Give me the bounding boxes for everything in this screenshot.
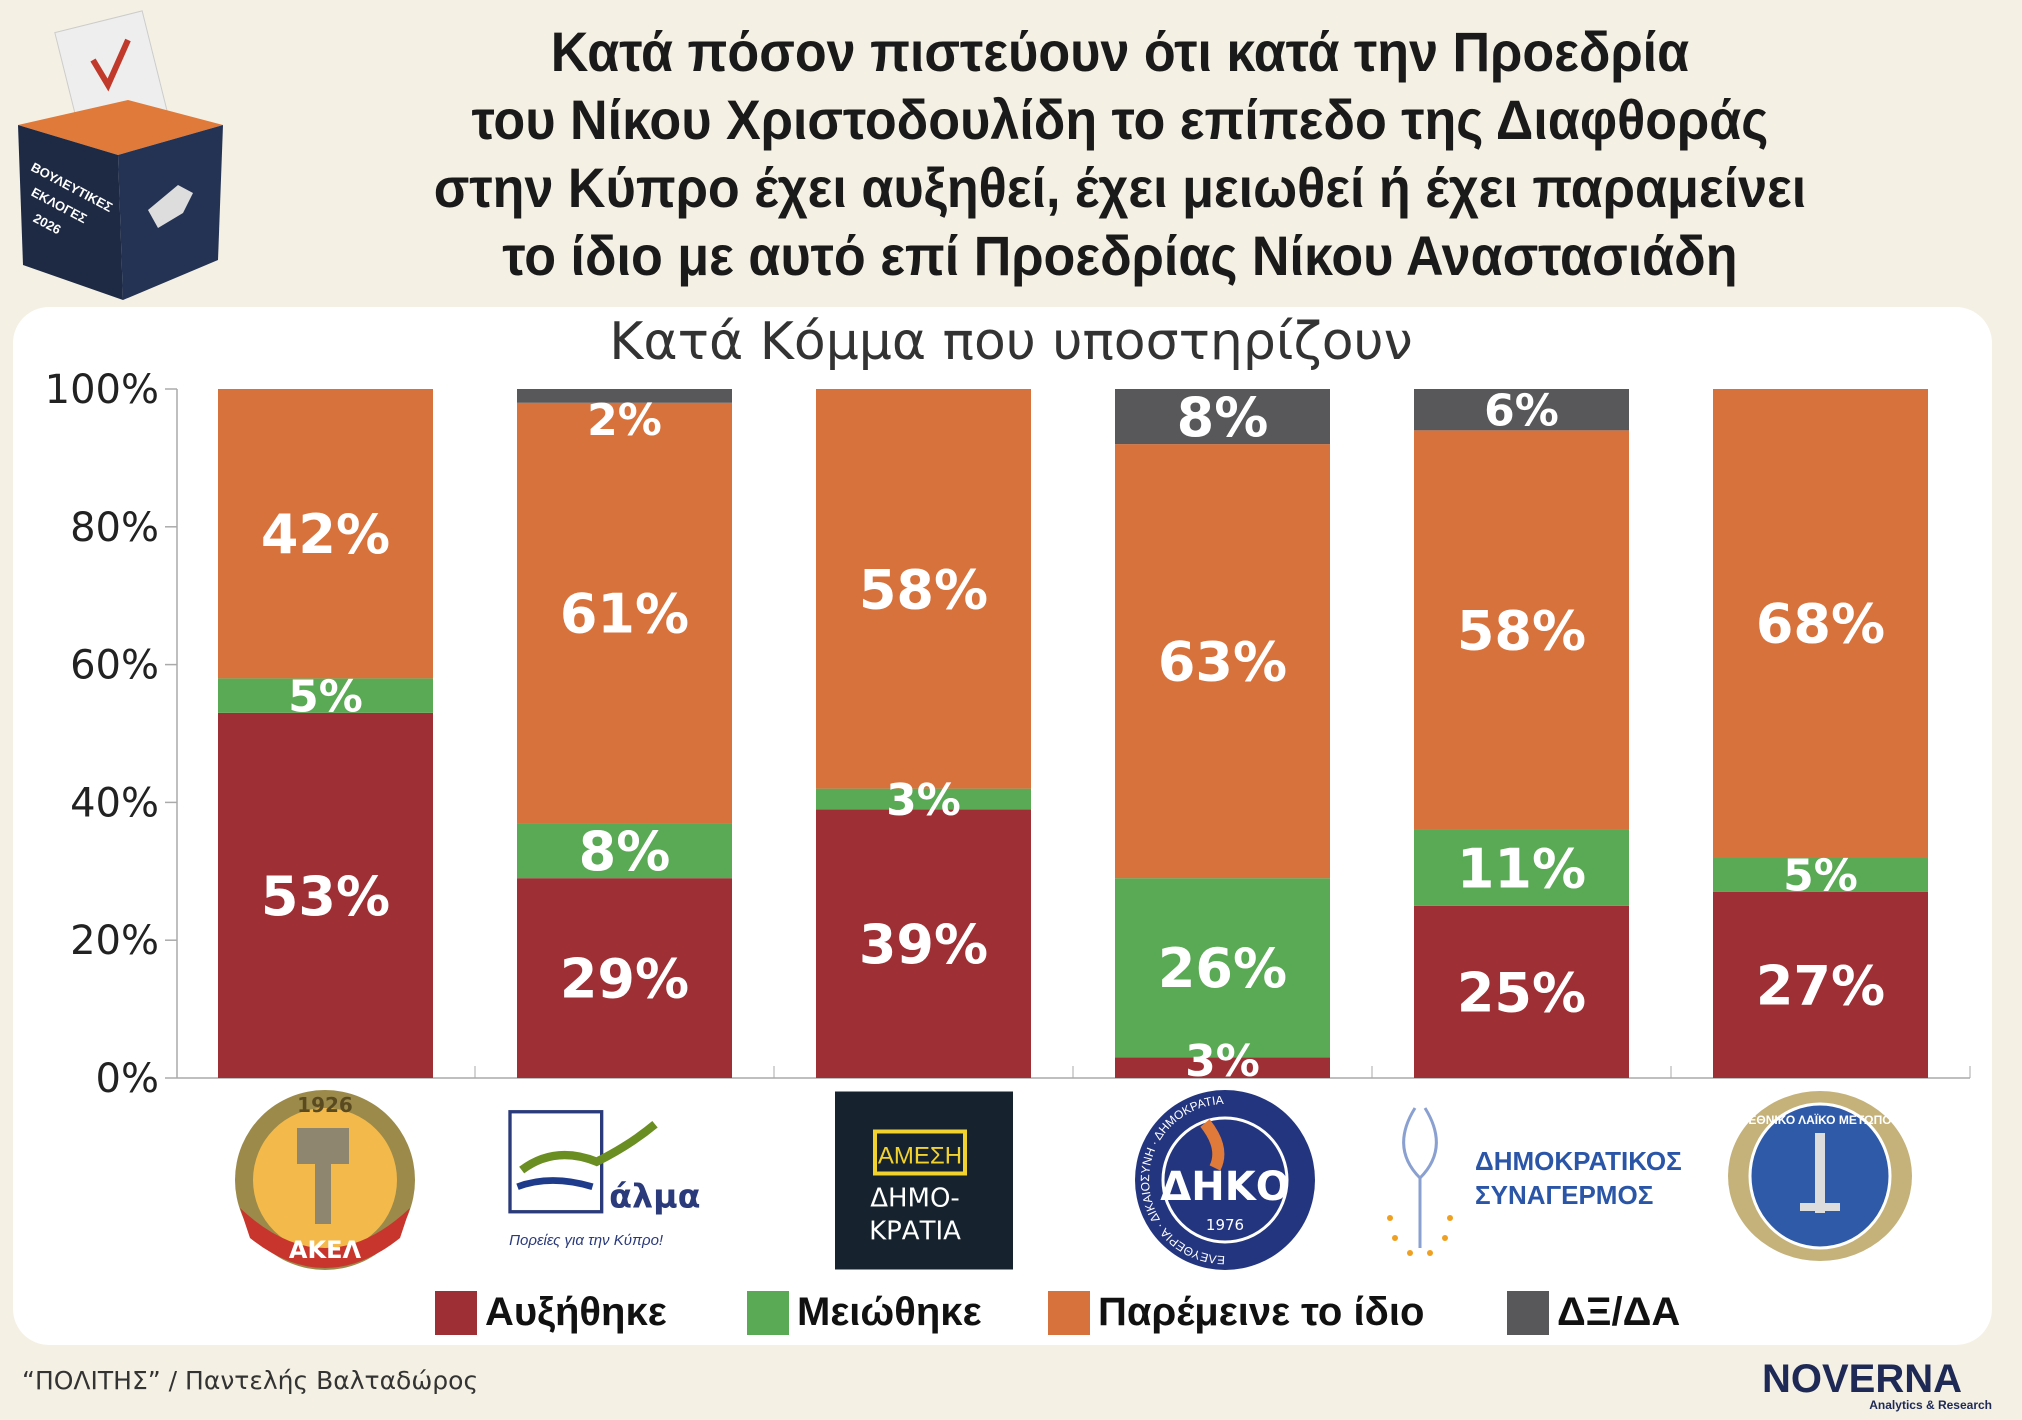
amesi-line: ΚΡΑΤΙΑ: [869, 1217, 961, 1247]
title-line: του Νίκου Χριστοδουλίδη το επίπεδο της Δ…: [471, 88, 1769, 151]
data-label: 11%: [1457, 837, 1586, 900]
data-label: 58%: [859, 558, 988, 621]
noverna-logo: NOVERNA Analytics & Research: [1762, 1357, 1992, 1412]
bar-segment: [1713, 389, 1928, 858]
y-tick-label: 80%: [70, 505, 159, 551]
bar-segment: [816, 788, 1031, 810]
legend-item-dont-know: ΔΞ/ΔΑ: [1507, 1290, 1680, 1335]
elam-logo: ΕΘΝΙΚΟ ΛΑΪΚΟ ΜΕΤΩΠΟ: [1728, 1091, 1912, 1261]
akel-name: ΑΚΕΛ: [289, 1236, 362, 1264]
y-tick-label: 100%: [45, 367, 159, 413]
bar-segment: [218, 389, 433, 679]
bar-segment: [1414, 829, 1629, 906]
data-label: 5%: [288, 671, 363, 722]
bar-segment: [1115, 444, 1330, 879]
legend-swatch: [747, 1290, 789, 1335]
bar-segment: [816, 389, 1031, 789]
data-label: 26%: [1158, 937, 1287, 1000]
legend-swatch: [1507, 1290, 1549, 1335]
diko-year: 1976: [1206, 1216, 1244, 1234]
legend-label: ΔΞ/ΔΑ: [1557, 1290, 1681, 1334]
disy-line: ΔΗΜΟΚΡΑΤΙΚΟΣ: [1475, 1146, 1682, 1176]
data-label: 6%: [1484, 386, 1559, 437]
amesi-line: ΔΗΜΟ-: [870, 1184, 960, 1214]
data-label: 8%: [579, 820, 671, 883]
bar-segment: [1115, 389, 1330, 445]
disy-logo: ΔΗΜΟΚΡΑΤΙΚΟΣ ΣΥΝΑΓΕΡΜΟΣ: [1387, 1107, 1682, 1256]
y-tick-label: 20%: [70, 918, 159, 964]
bar-segment: [517, 402, 732, 824]
title-line: το ίδιο με αυτό επί Προεδρίας Νίκου Ανασ…: [502, 224, 1738, 287]
bar-segment: [1115, 878, 1330, 1058]
y-tick-label: 40%: [70, 780, 159, 826]
disy-line: ΣΥΝΑΓΕΡΜΟΣ: [1475, 1180, 1653, 1210]
source-credit: “ΠΟΛΙΤΗΣ” / Παντελής Βαλταδώρος: [22, 1366, 479, 1395]
title-line: Κατά πόσον πιστεύουν ότι κατά την Προεδρ…: [550, 20, 1690, 83]
bar-segment: [816, 809, 1031, 1078]
data-label: 3%: [886, 775, 961, 826]
legend-item-increased: Αυξήθηκε: [435, 1290, 667, 1335]
title-line: στην Κύπρο έχει αυξηθεί, έχει μειωθεί ή …: [433, 156, 1807, 219]
bar-segment: [517, 823, 732, 879]
data-label: 3%: [1185, 1036, 1260, 1087]
chart-legend: Αυξήθηκε Μειώθηκε Παρέμεινε το ίδιο ΔΞ/Δ…: [0, 1290, 2022, 1340]
akel-logo: 1926 ΑΚΕΛ: [235, 1090, 415, 1270]
bar-segment: [218, 712, 433, 1078]
bar-segment: [1115, 1057, 1330, 1078]
brand-sub: Analytics & Research: [1869, 1398, 1992, 1412]
data-label: 63%: [1158, 631, 1287, 694]
bar-segment: [1713, 857, 1928, 892]
diko-name: ΔΗΚΟ: [1160, 1164, 1289, 1210]
legend-label: Μειώθηκε: [797, 1290, 982, 1334]
akel-year: 1926: [297, 1093, 353, 1117]
data-label: 39%: [859, 913, 988, 976]
data-label: 53%: [261, 865, 390, 928]
bar-segment: [1713, 891, 1928, 1078]
data-label: 5%: [1783, 851, 1858, 902]
data-label: 58%: [1457, 600, 1586, 663]
chart-subtitle: Κατά Κόμμα που υποστηρίζουν: [609, 312, 1413, 372]
data-label: 29%: [560, 948, 689, 1011]
data-label: 25%: [1457, 961, 1586, 1024]
alma-name: άλμα: [609, 1177, 700, 1216]
bar-segment: [517, 878, 732, 1078]
ballot-box-icon: ΒΟΥΛΕΥΤΙΚΕΣ ΕΚΛΟΓΕΣ 2026: [18, 10, 223, 300]
brand-name: NOVERNA: [1762, 1357, 1962, 1401]
data-label: 8%: [1177, 386, 1269, 449]
data-label: 2%: [587, 395, 662, 446]
legend-label: Αυξήθηκε: [485, 1290, 667, 1334]
elam-ring-text: ΕΘΝΙΚΟ ΛΑΪΚΟ ΜΕΤΩΠΟ: [1748, 1112, 1891, 1127]
alma-slogan: Πορείες για την Κύπρο!: [509, 1232, 664, 1249]
bar-segment: [218, 678, 433, 713]
bar-segment: [517, 389, 732, 403]
legend-item-decreased: Μειώθηκε: [747, 1290, 982, 1335]
y-tick-label: 60%: [70, 643, 159, 689]
alma-logo: άλμα Πορείες για την Κύπρο!: [508, 1110, 701, 1249]
legend-swatch: [435, 1290, 477, 1335]
data-label: 68%: [1756, 593, 1885, 656]
bar-segment: [1414, 430, 1629, 830]
amesi-dimokratia-logo: ΑΜΕΣΗ ΔΗΜΟ- ΚΡΑΤΙΑ: [835, 1091, 1013, 1270]
bar-segment: [1414, 905, 1629, 1078]
legend-label: Παρέμεινε το ίδιο: [1098, 1290, 1425, 1334]
bar-segment: [1414, 389, 1629, 431]
diko-logo: ΔΗΚΟ 1976 ΕΛΕΥΘΕΡΙΑ · ΔΙΚΑΙΟΣΥΝΗ · ΔΗΜΟΚ…: [1135, 1090, 1315, 1270]
page-title: Κατά πόσον πιστεύουν ότι κατά την Προεδρ…: [230, 18, 2010, 290]
y-tick-label: 0%: [96, 1056, 159, 1102]
legend-item-same: Παρέμεινε το ίδιο: [1048, 1290, 1424, 1335]
data-label: 27%: [1756, 954, 1885, 1017]
data-label: 61%: [560, 582, 689, 645]
legend-swatch: [1048, 1290, 1090, 1335]
data-label: 42%: [261, 503, 390, 566]
amesi-line: ΑΜΕΣΗ: [878, 1143, 962, 1170]
